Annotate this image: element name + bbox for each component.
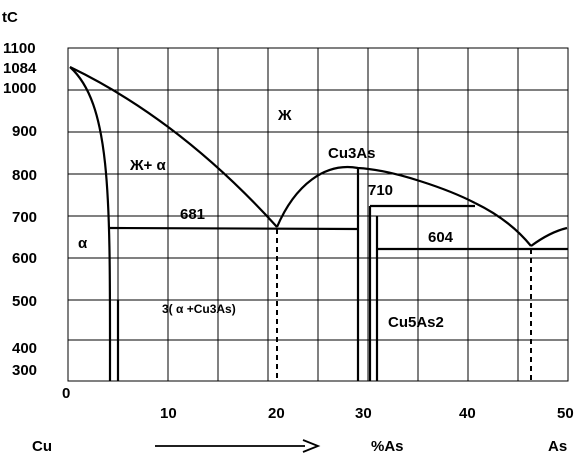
temp-681: 681: [180, 206, 205, 223]
label-percent-as: %As: [371, 438, 404, 455]
phase-boundaries: [69, 66, 568, 382]
y-tick-1000: 1000: [3, 80, 36, 97]
region-alpha: α: [78, 235, 88, 252]
region-eutectic: 3( α +Cu3As): [162, 302, 236, 316]
y-tick-1100: 1100: [3, 40, 36, 57]
label-as: As: [548, 438, 567, 455]
x-tick-10: 10: [160, 405, 177, 422]
region-cu5as2: Cu5As2: [388, 314, 444, 331]
y-tick-700: 700: [12, 209, 37, 226]
y-tick-600: 600: [12, 250, 37, 267]
y-tick-900: 900: [12, 123, 37, 140]
y-tick-1084: 1084: [3, 60, 37, 77]
grid: [67, 47, 569, 382]
alpha-solvus: [69, 66, 112, 382]
x-tick-20: 20: [268, 405, 285, 422]
eutectic-681-line: [109, 226, 359, 231]
liquidus-left: [69, 66, 278, 228]
y-tick-500: 500: [12, 293, 37, 310]
y-ticks: 1100 1084 1000 900 800 700 600 500 400 3…: [3, 40, 37, 379]
x-tick-30: 30: [355, 405, 372, 422]
dashed-lines: [276, 229, 532, 381]
temp-710: 710: [368, 182, 393, 199]
region-cu3as: Cu3As: [328, 145, 376, 162]
y-tick-300: 300: [12, 362, 37, 379]
arrow: [155, 439, 321, 453]
liquidus-right: [474, 202, 532, 247]
region-liquid: Ж: [277, 107, 292, 124]
x-tick-40: 40: [459, 405, 476, 422]
x-ticks: 0 10 20 30 40 50: [62, 385, 574, 422]
region-liquid-alpha: Ж+ α: [129, 157, 166, 174]
y-tick-400: 400: [12, 340, 37, 357]
y-axis-label: tC: [2, 9, 18, 26]
y-tick-800: 800: [12, 167, 37, 184]
x-tick-0: 0: [62, 385, 70, 402]
temp-604: 604: [428, 229, 454, 246]
label-cu: Cu: [32, 438, 52, 455]
x-tick-50: 50: [557, 405, 574, 422]
liquidus-as: [530, 226, 568, 247]
